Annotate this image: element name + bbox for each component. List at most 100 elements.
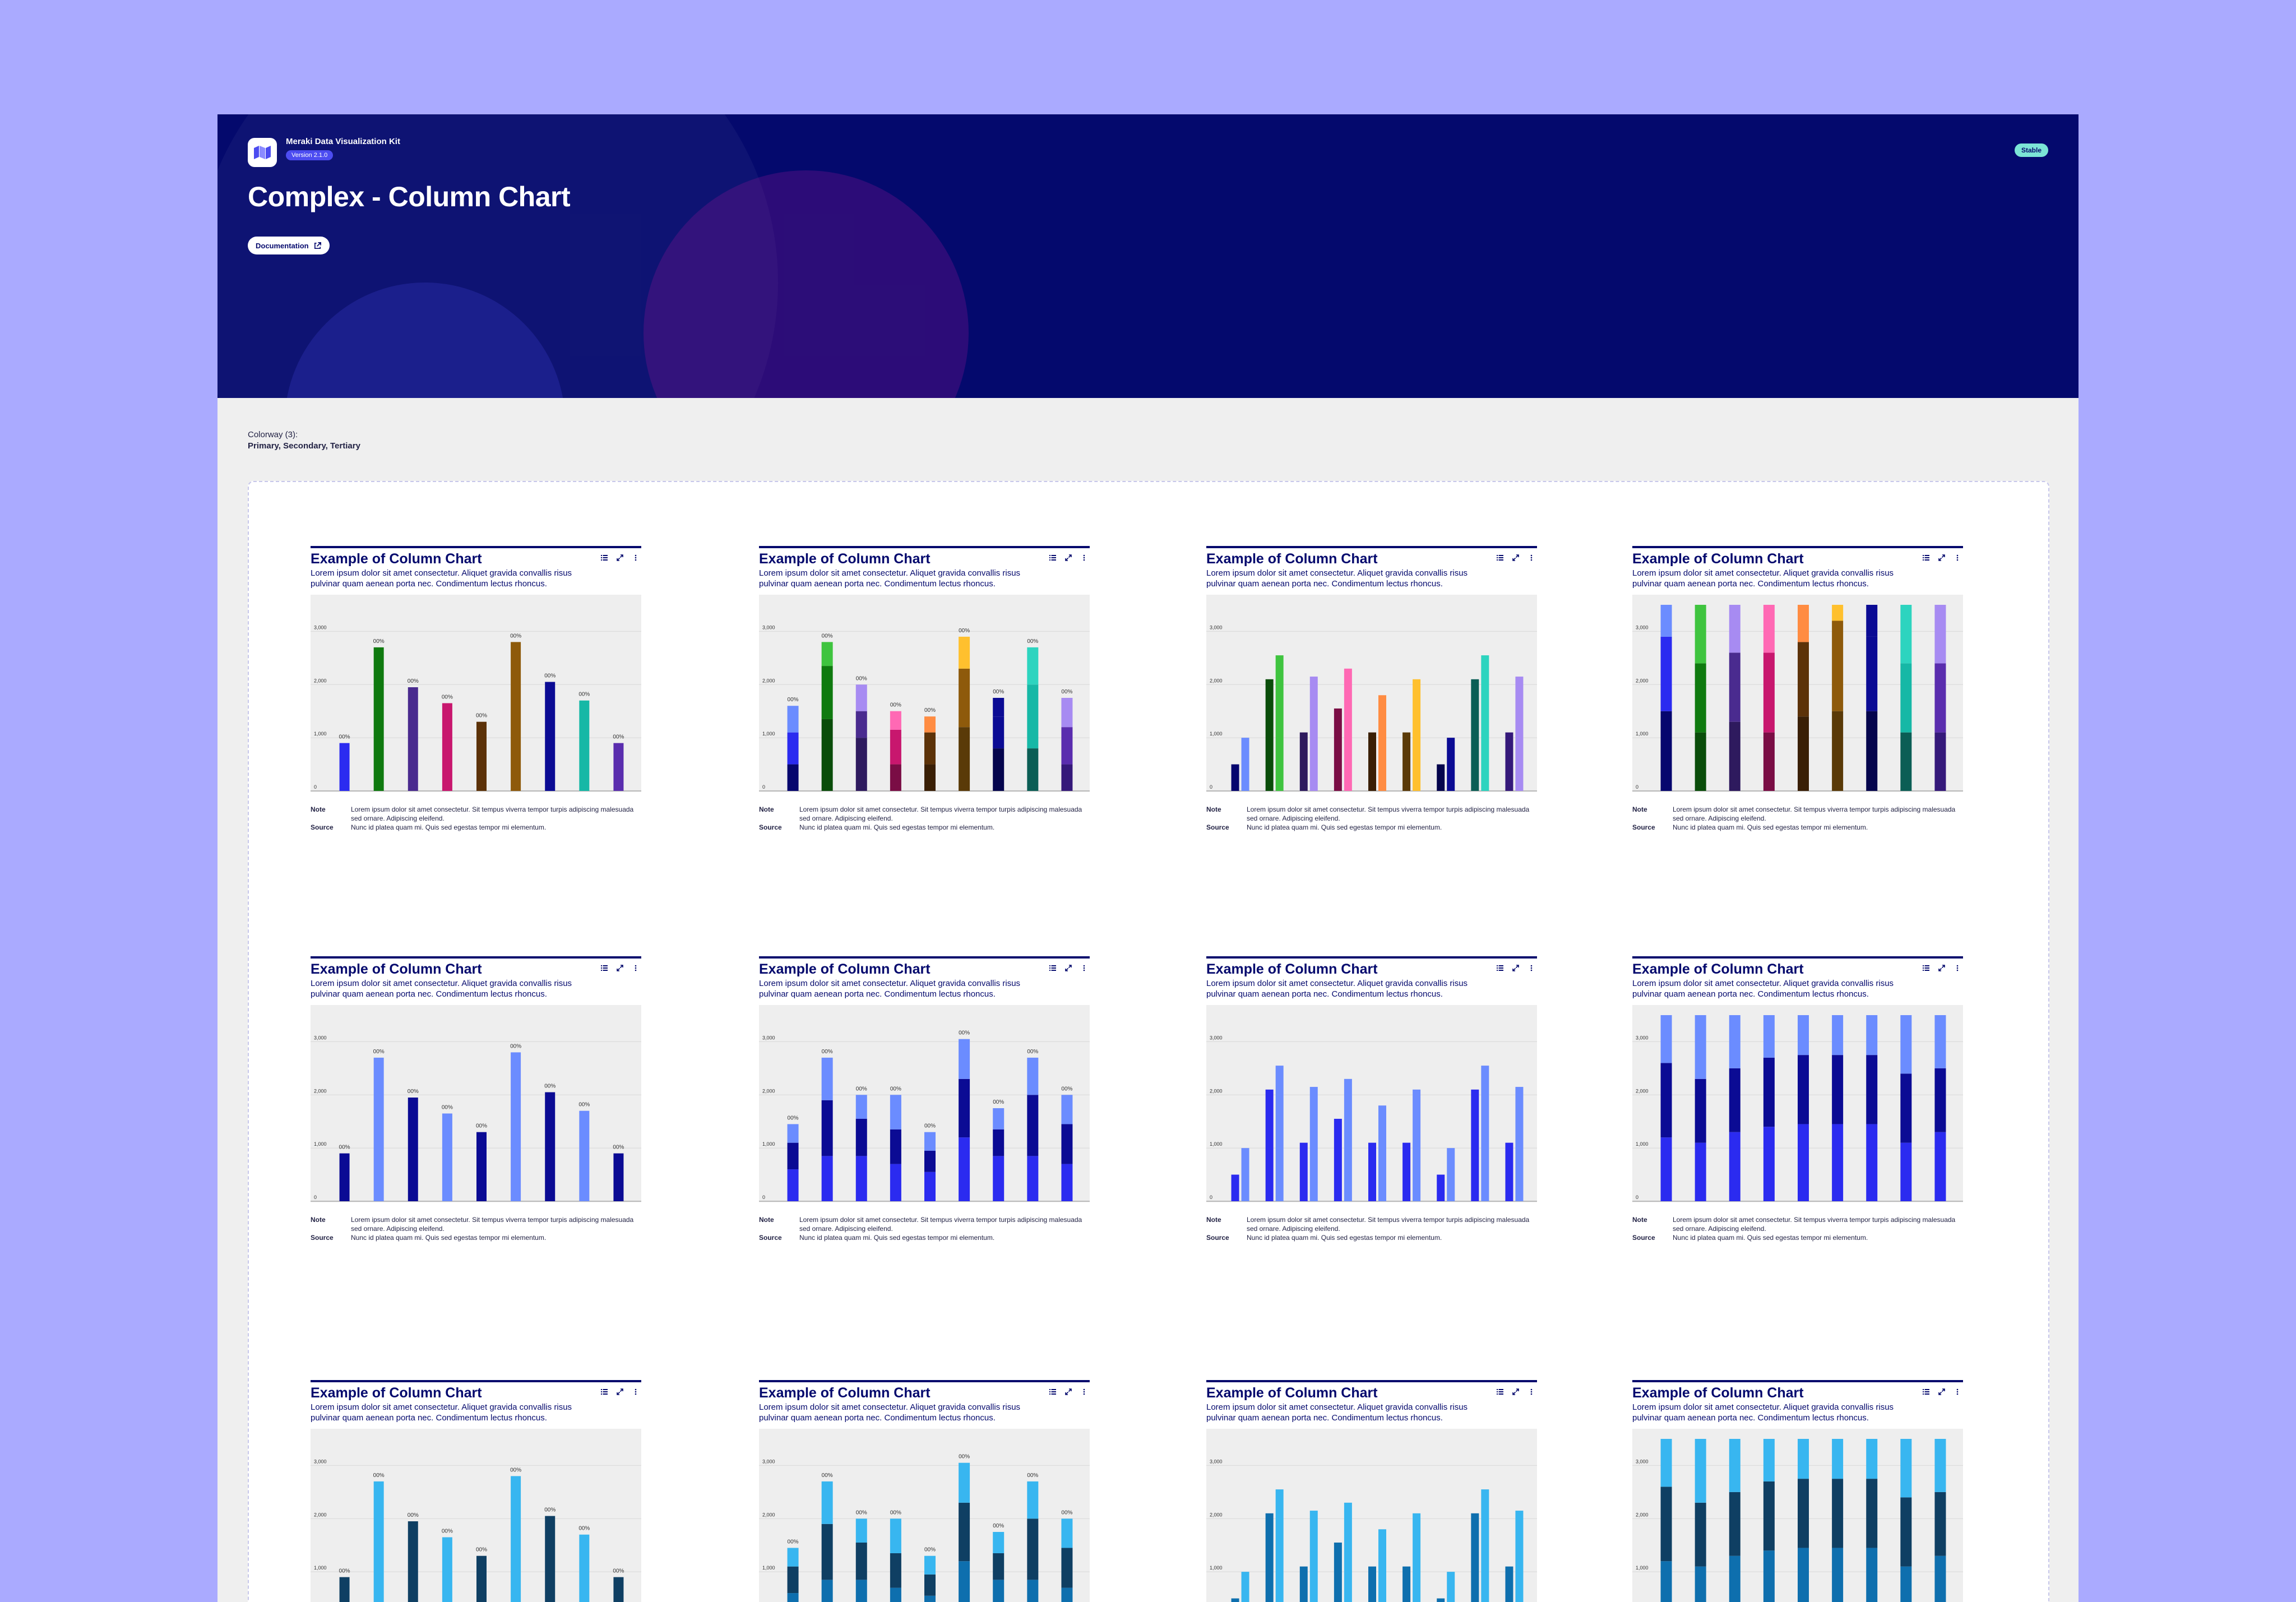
expand-icon[interactable]	[617, 964, 623, 971]
data-label: 00%	[373, 1049, 385, 1055]
source-label: Source	[1206, 823, 1229, 831]
more-icon[interactable]	[1528, 1388, 1535, 1395]
expand-icon[interactable]	[1065, 964, 1072, 971]
expand-icon[interactable]	[1938, 1388, 1945, 1395]
list-icon[interactable]	[601, 1388, 608, 1395]
plot-background	[311, 1429, 641, 1602]
expand-icon[interactable]	[1065, 554, 1072, 561]
list-icon[interactable]	[1923, 964, 1929, 971]
list-icon[interactable]	[601, 964, 608, 971]
bar	[1368, 732, 1376, 791]
more-icon[interactable]	[1081, 964, 1087, 971]
more-icon[interactable]	[1954, 554, 1961, 561]
card-title: Example of Column Chart	[311, 1385, 482, 1401]
bar-segment	[924, 1150, 936, 1172]
column-chart: 0 1,000 2,000 3,000 00% 00% 00% 00% 00% 00% 00% 00%…	[759, 595, 1090, 792]
bar-segment	[1729, 1492, 1740, 1556]
more-icon[interactable]	[1954, 1388, 1961, 1395]
expand-icon[interactable]	[1065, 1388, 1072, 1395]
data-label: 00%	[408, 1512, 419, 1518]
expand-icon[interactable]	[1512, 964, 1519, 971]
card-description: Lorem ipsum dolor sit amet consectetur. …	[759, 978, 1090, 1001]
description-line: pulvinar quam aenean porta nec. Condimen…	[311, 579, 547, 589]
bar	[1334, 708, 1342, 791]
source-row: Source Nunc id platea quam mi. Quis sed e…	[311, 823, 641, 832]
expand-icon[interactable]	[1512, 554, 1519, 561]
list-icon[interactable]	[1049, 1388, 1056, 1395]
more-icon[interactable]	[1954, 964, 1961, 971]
list-icon[interactable]	[1497, 964, 1503, 971]
y-tick-label: 1,000	[314, 1141, 327, 1147]
list-icon[interactable]	[1923, 554, 1929, 561]
list-icon[interactable]	[1049, 964, 1056, 971]
bar-segment	[821, 1524, 833, 1580]
more-icon[interactable]	[1528, 964, 1535, 971]
card-title: Example of Column Chart	[1206, 1385, 1378, 1401]
bar-segment	[1832, 621, 1844, 711]
bar-segment	[1061, 1518, 1073, 1548]
bar	[1334, 1118, 1342, 1201]
list-icon[interactable]	[1923, 1388, 1929, 1395]
bar-segment	[1061, 1548, 1073, 1588]
bar-segment	[1866, 636, 1878, 711]
description-line: pulvinar quam aenean porta nec. Condimen…	[759, 989, 996, 999]
data-label: 00%	[544, 1507, 556, 1513]
bar-segment	[787, 1566, 799, 1594]
bar-segment	[1866, 711, 1878, 791]
bar-segment	[1027, 748, 1039, 791]
documentation-button[interactable]: Documentation	[248, 237, 330, 254]
bar	[1481, 1489, 1489, 1602]
more-icon[interactable]	[1081, 1388, 1087, 1395]
bar-segment	[1832, 1015, 1844, 1055]
note-row: Note Lorem ipsum dolor sit amet consectet…	[1206, 1215, 1537, 1233]
source-text: Nunc id platea quam mi. Quis sed egestas…	[1673, 823, 1868, 831]
card-title: Example of Column Chart	[759, 961, 931, 977]
more-icon[interactable]	[632, 554, 639, 561]
bar-segment	[1934, 1439, 1946, 1492]
bar	[1309, 1087, 1318, 1201]
list-icon[interactable]	[1497, 1388, 1503, 1395]
expand-icon[interactable]	[1938, 554, 1945, 561]
chart-card: Example of Column Chart Lorem ipsum dolor…	[1632, 956, 1963, 1242]
bar	[579, 1110, 590, 1201]
bar	[1413, 1089, 1421, 1201]
more-icon[interactable]	[1528, 554, 1535, 561]
note-label: Note	[311, 805, 326, 813]
bar	[1309, 1511, 1318, 1602]
list-icon[interactable]	[1049, 554, 1056, 561]
more-icon[interactable]	[1081, 554, 1087, 561]
expand-icon[interactable]	[1512, 1388, 1519, 1395]
expand-icon[interactable]	[617, 554, 623, 561]
bar	[1378, 695, 1386, 791]
bar	[1481, 655, 1489, 791]
more-icon[interactable]	[632, 964, 639, 971]
data-label: 00%	[788, 1539, 799, 1545]
bar-segment	[821, 642, 833, 666]
list-icon[interactable]	[1497, 554, 1503, 561]
card-rule	[1632, 1380, 1963, 1382]
bar-segment	[890, 1553, 901, 1588]
bar-segment	[924, 764, 936, 791]
expand-icon[interactable]	[617, 1388, 623, 1395]
bar-segment	[1660, 605, 1672, 637]
bar	[1368, 1566, 1376, 1602]
bar-segment	[1061, 1124, 1073, 1164]
chart-notes: Note Lorem ipsum dolor sit amet consectet…	[1206, 805, 1537, 832]
y-tick-label: 3,000	[314, 1035, 327, 1040]
bar	[1378, 1105, 1386, 1201]
expand-icon[interactable]	[1938, 964, 1945, 971]
bar-segment	[855, 684, 867, 711]
bar-segment	[821, 666, 833, 719]
y-tick-label: 2,000	[1636, 1088, 1649, 1094]
bar	[339, 1153, 350, 1201]
list-icon[interactable]	[601, 554, 608, 561]
more-icon[interactable]	[632, 1388, 639, 1395]
bar	[1275, 1489, 1284, 1602]
bar-segment	[993, 1553, 1004, 1580]
app-frame: Meraki Data Visualization Kit Version 2.…	[217, 114, 2079, 1602]
bar-segment	[821, 1481, 833, 1524]
note-label: Note	[1632, 805, 1647, 813]
